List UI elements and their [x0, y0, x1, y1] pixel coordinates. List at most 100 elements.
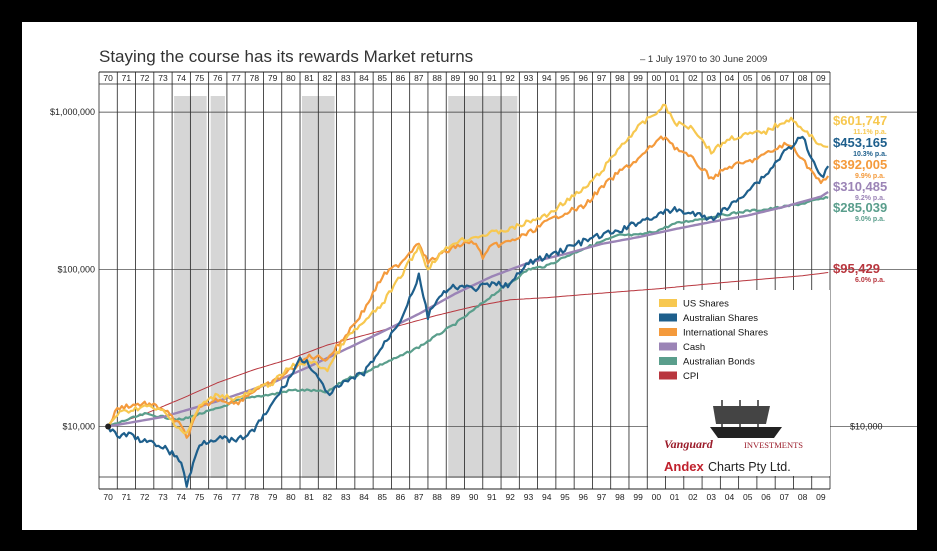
- year-label-bottom: 70: [103, 492, 113, 502]
- investments-logo: INVESTMENTS: [744, 440, 803, 450]
- year-label-bottom: 86: [396, 492, 406, 502]
- year-label-top: 77: [231, 73, 241, 83]
- year-label-top: 96: [579, 73, 589, 83]
- rate-label: 9.9% p.a.: [855, 173, 885, 180]
- year-label-bottom: 98: [615, 492, 625, 502]
- year-label-bottom: 02: [688, 492, 698, 502]
- right-axis-label: $10,000: [850, 421, 883, 431]
- year-label-bottom: 05: [743, 492, 753, 502]
- year-label-top: 80: [286, 73, 296, 83]
- year-label-bottom: 84: [359, 492, 369, 502]
- legend-label: International Shares: [683, 328, 768, 339]
- year-label-bottom: 88: [432, 492, 442, 502]
- year-label-top: 84: [359, 73, 369, 83]
- year-label-top: 79: [268, 73, 278, 83]
- year-label-bottom: 07: [780, 492, 790, 502]
- year-label-bottom: 90: [469, 492, 479, 502]
- legend-label: CPI: [683, 371, 699, 382]
- year-label-top: 91: [487, 73, 497, 83]
- year-label-top: 90: [469, 73, 479, 83]
- year-label-top: 89: [451, 73, 461, 83]
- year-label-top: 94: [542, 73, 552, 83]
- year-label-top: 83: [341, 73, 351, 83]
- year-label-bottom: 77: [231, 492, 241, 502]
- year-label-bottom: 76: [213, 492, 223, 502]
- final-value-label: $453,165: [833, 135, 887, 150]
- year-label-top: 07: [780, 73, 790, 83]
- start-point: [105, 423, 112, 430]
- legend-label: US Shares: [683, 299, 729, 310]
- chart-card: Staying the course has its rewards Marke…: [22, 22, 917, 530]
- legend-label: Australian Shares: [683, 313, 758, 324]
- year-label-top: 92: [505, 73, 515, 83]
- year-label-bottom: 03: [706, 492, 716, 502]
- year-label-top: 72: [140, 73, 150, 83]
- year-label-bottom: 83: [341, 492, 351, 502]
- legend-swatch: [659, 313, 677, 322]
- series-line: [107, 272, 829, 427]
- year-label-bottom: 00: [652, 492, 662, 502]
- year-label-top: 00: [652, 73, 662, 83]
- year-label-top: 85: [378, 73, 388, 83]
- year-label-bottom: 71: [122, 492, 132, 502]
- final-value-label: $285,039: [833, 200, 887, 215]
- final-value-label: $310,485: [833, 179, 887, 194]
- year-label-top: 86: [396, 73, 406, 83]
- year-label-bottom: 97: [597, 492, 607, 502]
- series-line: [107, 103, 829, 435]
- year-label-top: 05: [743, 73, 753, 83]
- year-label-top: 71: [122, 73, 132, 83]
- year-label-bottom: 93: [524, 492, 534, 502]
- year-label-top: 70: [103, 73, 113, 83]
- final-value-label: $392,005: [833, 157, 887, 172]
- year-label-bottom: 01: [670, 492, 680, 502]
- year-label-top: 88: [432, 73, 442, 83]
- y-tick-label: $100,000: [57, 264, 95, 274]
- series-line: [107, 135, 830, 439]
- year-label-top: 09: [816, 73, 826, 83]
- year-label-bottom: 95: [560, 492, 570, 502]
- legend-swatch: [659, 299, 677, 307]
- final-value-label: $95,429: [833, 261, 880, 276]
- rate-label: 11.1% p.a.: [853, 129, 887, 136]
- y-tick-label: $1,000,000: [50, 107, 95, 117]
- year-label-bottom: 94: [542, 492, 552, 502]
- ship-sail-icon: [713, 406, 770, 424]
- year-label-top: 99: [633, 73, 643, 83]
- year-label-top: 93: [524, 73, 534, 83]
- year-label-bottom: 99: [633, 492, 643, 502]
- legend-box: [648, 290, 830, 476]
- year-label-bottom: 96: [579, 492, 589, 502]
- year-label-top: 76: [213, 73, 223, 83]
- year-label-top: 98: [615, 73, 625, 83]
- year-label-top: 02: [688, 73, 698, 83]
- year-label-top: 78: [250, 73, 260, 83]
- year-label-bottom: 74: [177, 492, 187, 502]
- year-label-top: 95: [560, 73, 570, 83]
- legend-swatch: [659, 342, 677, 351]
- ship-hull-icon: [710, 427, 782, 438]
- year-label-bottom: 75: [195, 492, 205, 502]
- year-label-bottom: 79: [268, 492, 278, 502]
- year-label-bottom: 82: [323, 492, 333, 502]
- year-label-bottom: 78: [250, 492, 260, 502]
- year-label-top: 08: [798, 73, 808, 83]
- rate-label: 9.2% p.a.: [855, 195, 885, 202]
- rate-label: 9.0% p.a.: [855, 216, 885, 223]
- legend-label: Australian Bonds: [683, 357, 755, 368]
- vanguard-logo: Vanguard: [664, 437, 714, 451]
- year-label-bottom: 08: [798, 492, 808, 502]
- market-returns-chart: Staying the course has its rewards Marke…: [50, 47, 917, 502]
- year-label-top: 03: [706, 73, 716, 83]
- legend-swatch: [659, 357, 677, 365]
- rate-label: 10.3% p.a.: [853, 151, 887, 158]
- year-label-bottom: 80: [286, 492, 296, 502]
- year-label-top: 73: [158, 73, 168, 83]
- year-label-top: 06: [761, 73, 771, 83]
- year-label-bottom: 04: [725, 492, 735, 502]
- year-label-bottom: 92: [505, 492, 515, 502]
- year-label-top: 97: [597, 73, 607, 83]
- year-label-top: 01: [670, 73, 680, 83]
- year-label-bottom: 09: [816, 492, 826, 502]
